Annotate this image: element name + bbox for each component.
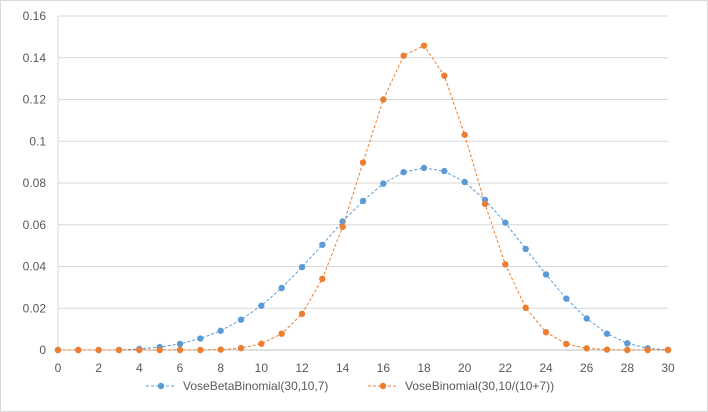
data-point [644,346,651,354]
data-point [542,271,550,278]
y-tick-label: 0.04 [23,260,47,274]
x-tick-label: 20 [458,361,472,375]
data-point [176,340,184,348]
data-point [522,304,529,312]
data-point [217,346,224,353]
data-point [420,42,428,49]
y-tick-label: 0 [39,343,46,357]
data-point [258,302,265,309]
data-point [603,346,611,353]
legend-label: VoseBetaBinomial(30,10,7) [183,379,328,393]
x-tick-label: 0 [55,361,62,375]
data-point [156,346,163,354]
data-point [563,340,570,348]
data-point [664,346,672,354]
x-tick-label: 8 [217,361,224,375]
x-tick-label: 2 [95,361,102,375]
legend: VoseBetaBinomial(30,10,7) VoseBinomial(30… [146,379,554,393]
y-tick-label: 0.12 [23,93,47,107]
plot-series [54,42,672,354]
data-point [441,72,448,79]
data-point [624,346,631,354]
data-point [319,241,326,248]
data-point [502,219,509,226]
data-point [237,344,245,352]
x-tick-label: 22 [499,361,513,375]
data-point [420,164,428,172]
data-point [380,180,387,187]
data-point [563,295,570,302]
data-point [603,330,611,337]
data-point [542,329,550,336]
x-tick-label: 4 [136,361,143,375]
data-point [237,316,245,323]
data-point [502,261,509,268]
y-tick-label: 0.06 [23,218,47,232]
data-point [461,178,468,186]
legend-label: VoseBinomial(30,10/(10+7)) [405,379,554,393]
x-tick-label: 26 [580,361,594,375]
data-point [481,200,489,208]
data-point [197,346,204,354]
y-tick-label: 0.16 [23,9,47,23]
y-tick-label: 0.14 [23,51,47,65]
data-point [380,96,387,103]
data-point [583,315,590,322]
x-tick-label: 10 [255,361,269,375]
data-point [298,263,306,271]
data-point [197,335,204,342]
legend-marker [157,382,165,390]
legend-item-1: VoseBetaBinomial(30,10,7) [146,379,328,393]
x-tick-label: 24 [539,361,553,375]
data-point [624,340,631,347]
legend-marker [379,382,387,390]
x-tick-label: 30 [661,361,675,375]
data-point [359,159,367,166]
data-point [461,131,468,138]
data-point [54,346,62,354]
data-point [400,52,407,59]
x-tick-label: 14 [336,361,350,375]
data-point [136,346,143,354]
y-tick-label: 0.02 [23,301,47,315]
data-point [217,327,224,334]
series-1 [54,164,672,354]
data-point [583,345,590,352]
x-axis: 0 2 4 6 8 10 12 14 16 18 20 22 24 26 28 30 [55,349,675,375]
series-2 [54,42,672,354]
data-point [95,346,102,354]
data-point [176,346,184,354]
data-point [359,197,367,205]
data-point [319,275,326,283]
data-point [522,245,529,253]
data-point [278,330,285,337]
legend-item-2: VoseBinomial(30,10/(10+7)) [368,379,554,393]
x-tick-label: 28 [621,361,635,375]
series-line [58,167,669,351]
gridlines [58,15,668,309]
x-tick-label: 6 [177,361,184,375]
y-tick-label: 0.1 [29,134,46,148]
data-point [298,310,306,318]
x-tick-label: 18 [417,361,431,375]
data-point [339,223,346,231]
x-tick-label: 12 [295,361,309,375]
x-tick-label: 16 [377,361,391,375]
data-point [400,168,407,176]
data-point [75,346,82,354]
data-point [258,340,265,347]
y-tick-label: 0.08 [23,176,47,190]
data-point [441,167,448,175]
y-axis: 0 0.02 0.04 0.06 0.08 0.1 0.12 0.14 0.16 [23,9,59,357]
data-point [115,346,123,354]
data-point [278,284,285,292]
